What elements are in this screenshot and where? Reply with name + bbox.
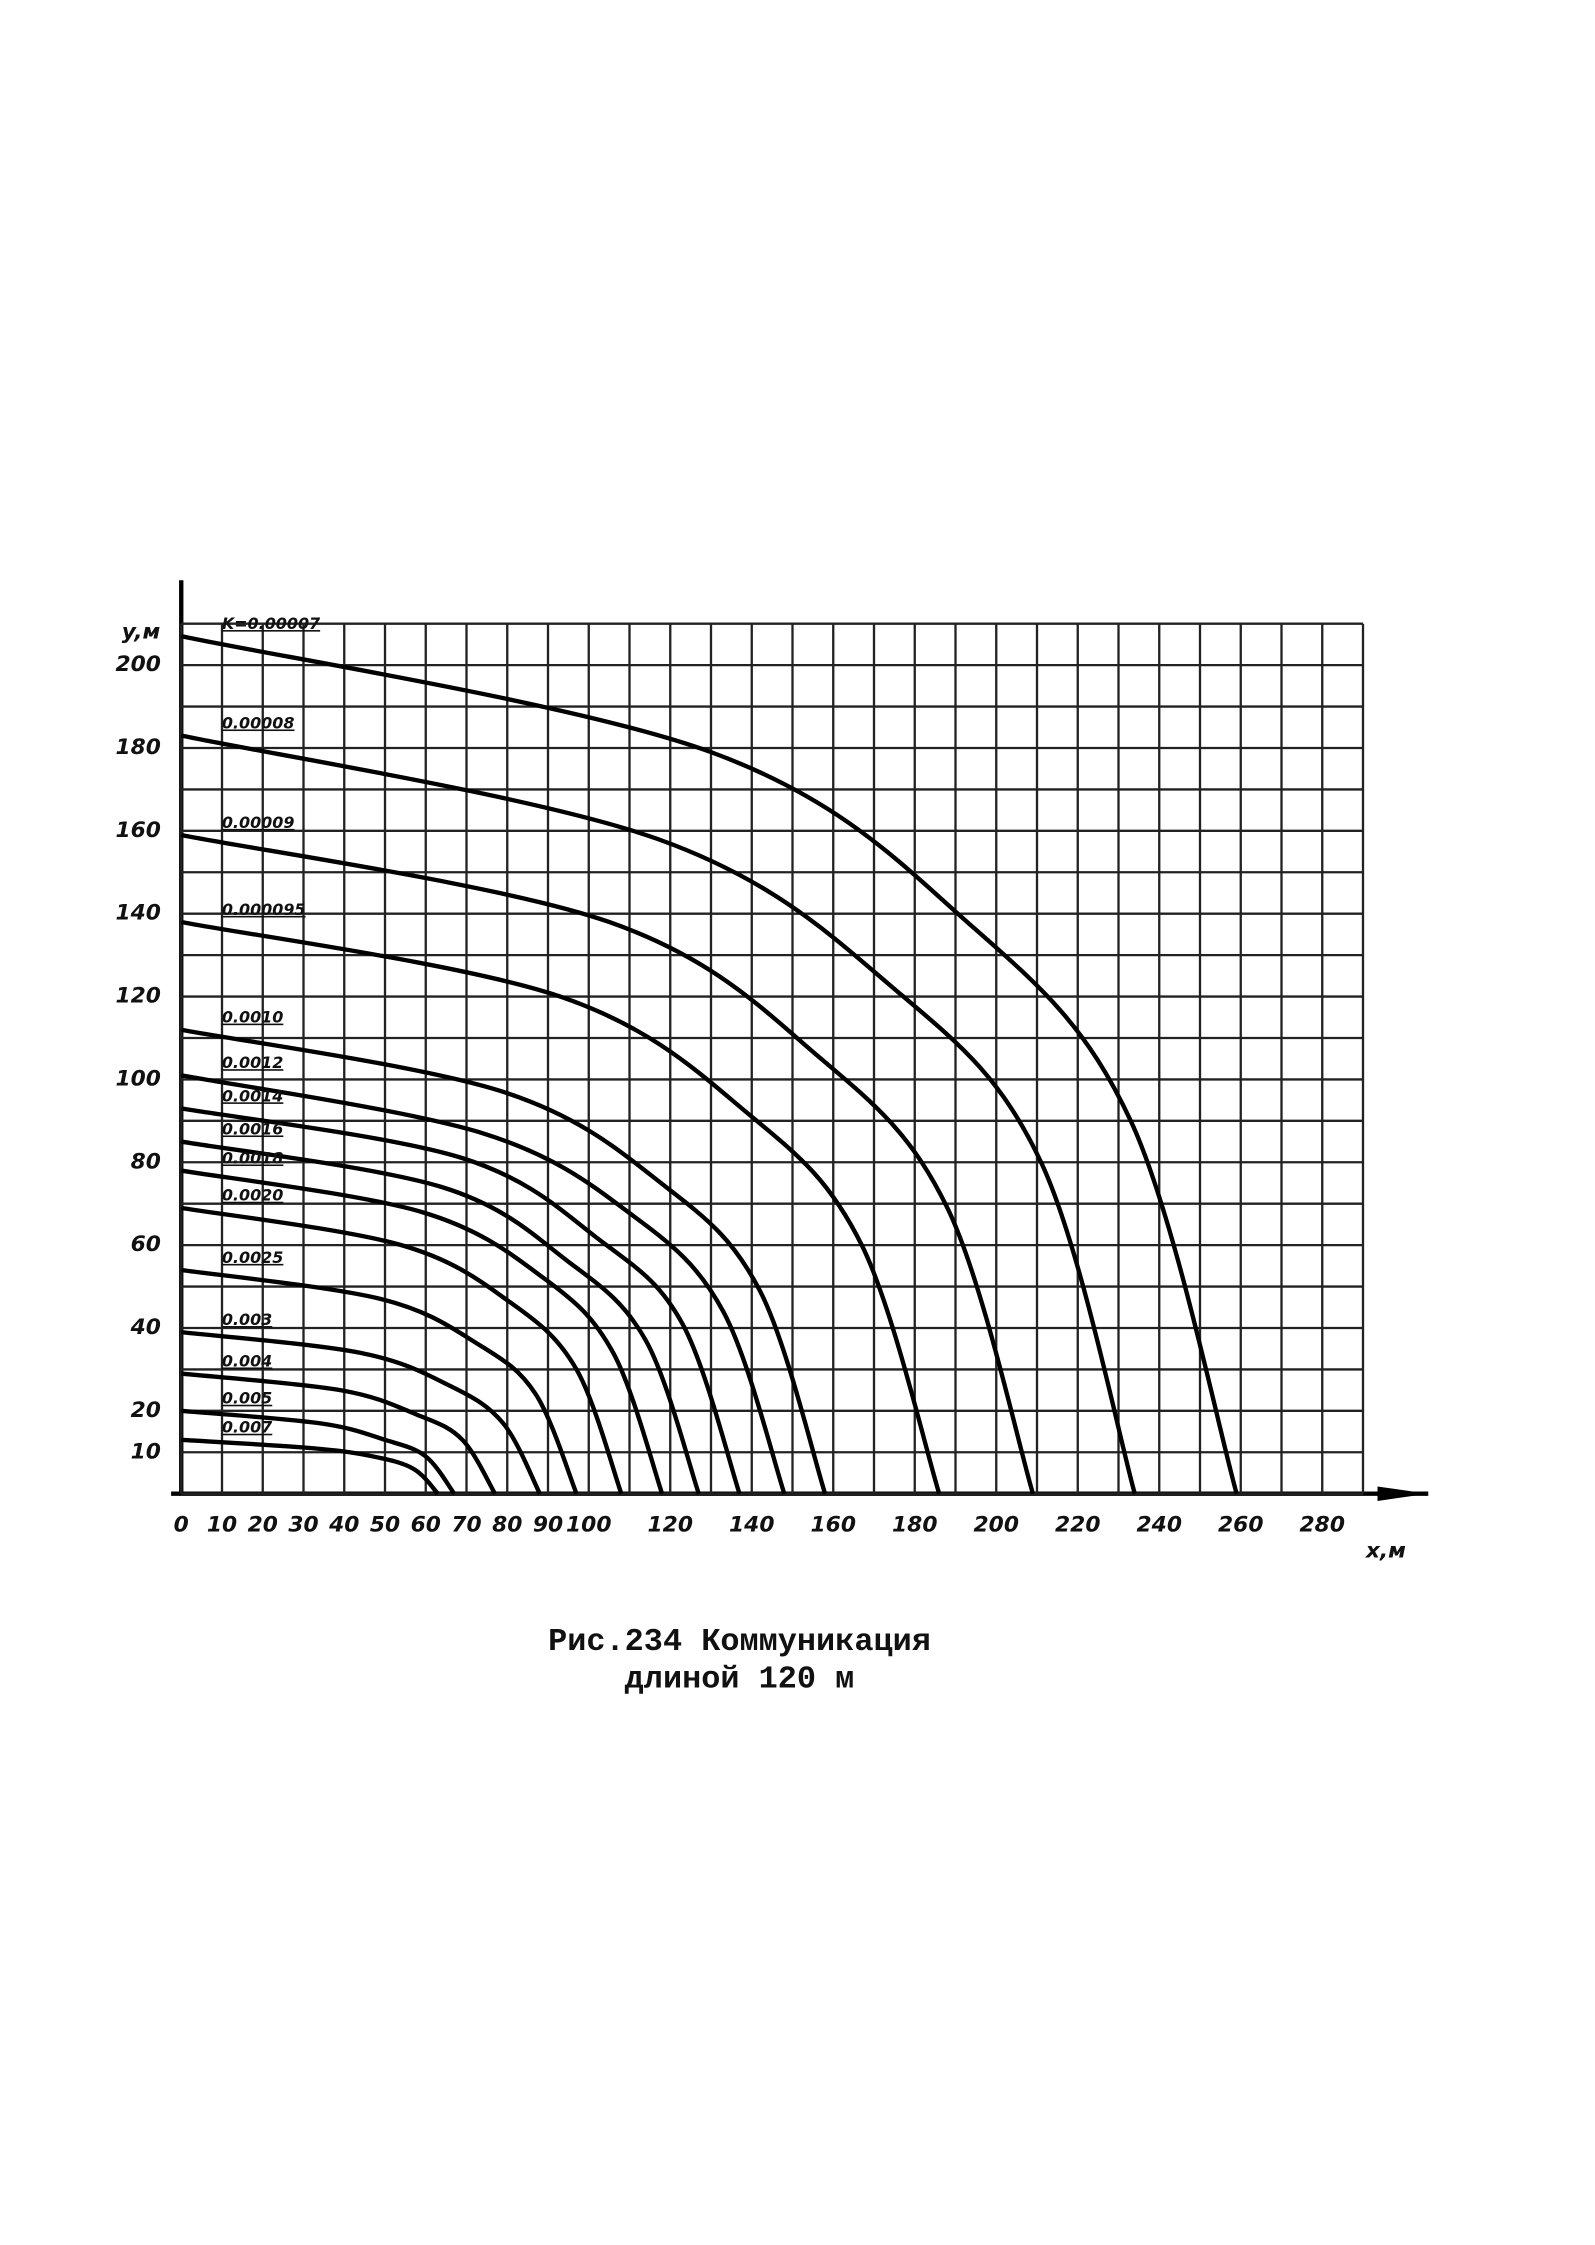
curve-label: 0.004 [222,1351,272,1370]
curve [180,733,1137,1495]
curve [180,634,1239,1495]
x-tick-label: 200 [974,1513,1019,1538]
curve-label: 0.0016 [222,1119,284,1138]
y-tick-label: 180 [116,735,161,760]
x-tick-label: 40 [328,1513,359,1538]
x-tick-label: 60 [411,1513,441,1538]
x-tick-label: 20 [248,1513,278,1538]
curve [181,1408,457,1496]
curve-label: 0.0020 [222,1186,284,1205]
x-tick-label: 240 [1137,1513,1182,1538]
x-tick-label: 180 [892,1513,937,1538]
y-tick-label: 80 [131,1149,161,1174]
curve-label: 0.000095 [222,900,306,919]
curve-label: 0.0012 [222,1053,284,1072]
curve [181,1329,542,1495]
x-tick-label: 220 [1055,1513,1100,1538]
x-tick-label: 100 [566,1513,611,1538]
curve-label: 0.003 [222,1310,272,1329]
curve-label: K=0.00007 [222,614,321,633]
y-tick-label: 200 [116,652,161,677]
curve-label: 0.0014 [222,1086,284,1105]
curve [180,1027,828,1495]
x-tick-label: 120 [648,1513,693,1538]
curve [181,1371,497,1495]
y-tick-label: 20 [131,1398,161,1423]
y-tick-label: 140 [116,901,161,926]
curve [180,1106,742,1495]
curve [180,919,942,1495]
x-tick-label: 0 [174,1513,189,1538]
curve [180,1205,624,1495]
curve [180,832,1036,1495]
curve-label: 0.0010 [222,1008,284,1027]
y-tick-label: 10 [131,1439,161,1464]
x-tick-label: 280 [1300,1513,1345,1538]
x-tick-label: 10 [207,1513,237,1538]
curve [180,1139,701,1495]
x-tick-label: 260 [1218,1513,1263,1538]
x-tick-label: 140 [729,1513,774,1538]
y-tick-label: 60 [131,1232,161,1257]
x-tick-label: 80 [492,1513,522,1538]
curve [180,1267,579,1495]
y-tick-label: 100 [116,1066,161,1091]
caption-line: Рис.234 Коммуникация [548,1623,931,1660]
x-tick-label: 160 [811,1513,856,1538]
y-tick-label: 40 [130,1315,161,1340]
x-axis-label: x,м [1365,1539,1406,1564]
x-axis-arrow [1377,1486,1429,1501]
curve-label: 0.005 [222,1389,272,1408]
curve-label: 0.007 [222,1418,273,1437]
x-tick-label: 50 [370,1513,400,1538]
curve-label: 0.00009 [222,813,295,832]
y-tick-label: 160 [116,818,161,843]
x-tick-label: 90 [533,1513,563,1538]
x-tick-label: 70 [451,1513,481,1538]
curve-label: 0.0018 [222,1148,284,1167]
curve-label: 0.0025 [222,1248,284,1267]
caption-line: длиной 120 м [625,1661,855,1698]
curve [181,1437,440,1496]
curve [180,1073,787,1495]
y-axis-label: y,м [122,619,161,644]
y-tick-label: 120 [116,984,161,1009]
curve-label: 0.00008 [222,713,295,732]
curve [180,1168,665,1495]
x-tick-label: 30 [288,1513,318,1538]
